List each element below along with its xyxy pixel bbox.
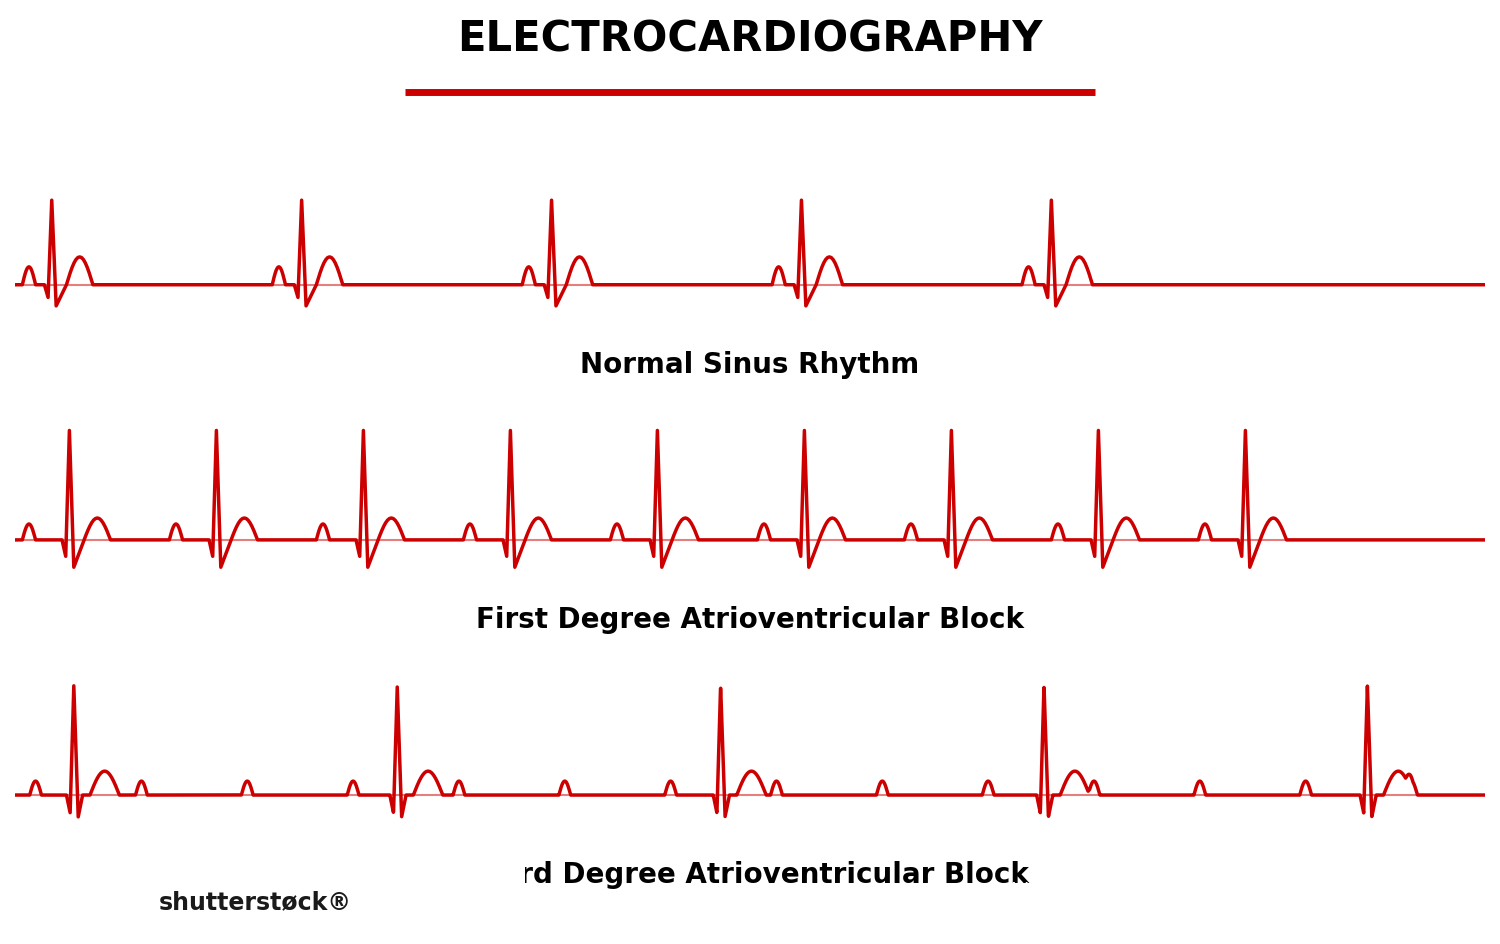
Text: shutterstøck®: shutterstøck® [159,889,351,914]
Text: IMAGE ID: 2265176249: IMAGE ID: 2265176249 [1008,880,1152,893]
Text: www.shutterstock.com: www.shutterstock.com [1008,908,1152,920]
Bar [0,859,525,944]
Text: Normal Sinus Rhythm: Normal Sinus Rhythm [580,350,920,379]
Text: First Degree Atrioventricular Block: First Degree Atrioventricular Block [476,605,1024,633]
Text: Third Degree Atrioventricular Block: Third Degree Atrioventricular Block [471,860,1029,888]
Text: ELECTROCARDIOGRAPHY: ELECTROCARDIOGRAPHY [458,18,1042,60]
